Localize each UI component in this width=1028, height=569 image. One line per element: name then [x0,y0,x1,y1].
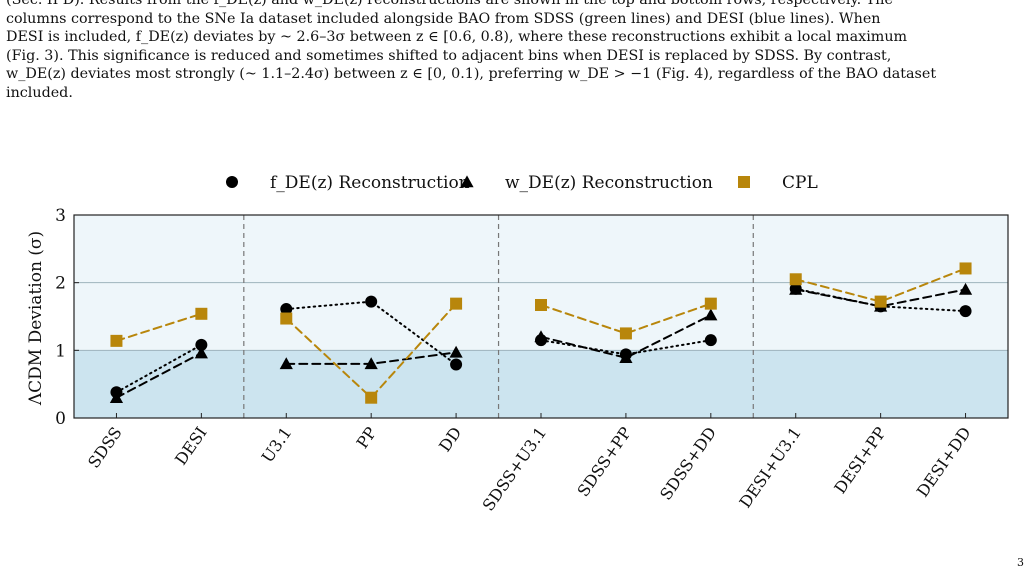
caption-line: (Fig. 3). This significance is reduced a… [6,47,892,64]
data-point [704,334,717,347]
data-point [535,298,547,311]
series-line [285,300,458,366]
series-line [540,314,712,359]
x-tick-label: DESI+U3.1 [735,423,805,511]
data-point [365,295,378,308]
caption-line: DESI is included, f_DE(z) deviates by ~ … [6,29,908,45]
significance-bands [74,215,1008,418]
caption-line: included. [6,84,73,101]
series-line [115,352,203,399]
data-point [958,282,973,295]
series-line [794,267,967,303]
x-tick-label: SDSS [84,423,126,471]
series-line [115,312,203,342]
data-point [619,351,633,364]
data-point [534,330,548,343]
data-point [450,358,463,371]
legend-label: w_DE(z) Reconstruction [505,173,713,193]
y-tick-label: 1 [55,341,66,361]
data-point [460,175,474,188]
x-tick-label: SDSS+DD [656,423,720,503]
data-point [959,262,972,275]
y-tick-label: 3 [55,206,66,226]
data-point [280,303,293,316]
data-point [365,391,378,404]
data-point [449,345,463,358]
data-point [110,334,123,347]
data-point [226,176,238,188]
series-line [540,302,712,335]
data-point [109,391,124,403]
legend-entry: w_DE(z) Reconstruction [460,173,713,193]
series-line [115,343,203,394]
caption-line: (Sec. II D). Results from the f_DE(z) an… [6,0,893,8]
legend-label: CPL [782,173,818,193]
data-point [364,357,378,370]
series-line [540,339,712,356]
data-point [619,327,632,340]
data-point [789,273,802,286]
legend-entry: f_DE(z) Reconstruction [226,173,470,193]
caption-line: w_DE(z) deviates most strongly (~ 1.1–2.… [6,66,937,82]
data-point [738,176,750,188]
x-tick-label: SDSS+U3.1 [479,423,551,514]
page-number: 3 [1017,556,1024,569]
data-point [195,307,208,320]
x-tick-label: SDSS+PP [574,423,636,500]
data-point [194,346,208,359]
caption-line: columns correspond to the SNe Ia dataset… [6,10,881,27]
data-point [450,297,463,310]
group-separators [243,215,754,418]
grid-lines [74,282,1008,351]
x-tick-label: DESI+DD [913,423,975,500]
data-point [704,308,718,321]
y-tick-label: 0 [55,409,66,429]
series-layer [109,262,973,404]
legend: f_DE(z) Reconstruction w_DE(z) Reconstruc… [226,173,818,193]
y-tick-label: 2 [55,274,66,294]
legend-entry: CPL [738,173,818,193]
data-point [789,282,803,295]
data-point [279,357,293,370]
series-3 [110,262,972,404]
band [74,350,1008,418]
data-point [959,305,972,318]
data-point [280,312,293,325]
legend-label: f_DE(z) Reconstruction [270,173,470,193]
x-tick-label: DESI [171,423,211,468]
y-axis-label: ΛCDM Deviation (σ) [26,231,46,406]
x-tick-label: DESI+PP [830,423,890,497]
data-point [195,338,208,351]
data-point [874,295,887,308]
figure-caption: (Sec. II D). Results from the f_DE(z) an… [6,0,1022,102]
x-tick-label: U3.1 [258,423,296,466]
x-tick-label: DD [435,423,465,455]
x-tick-label: PP [353,423,381,452]
data-point [704,297,717,310]
deviation-chart: 0 1 2 3 SDSS DESI U3.1 PP DD SDSS+U3.1 SDSS+PP SDSS… [26,173,1009,514]
